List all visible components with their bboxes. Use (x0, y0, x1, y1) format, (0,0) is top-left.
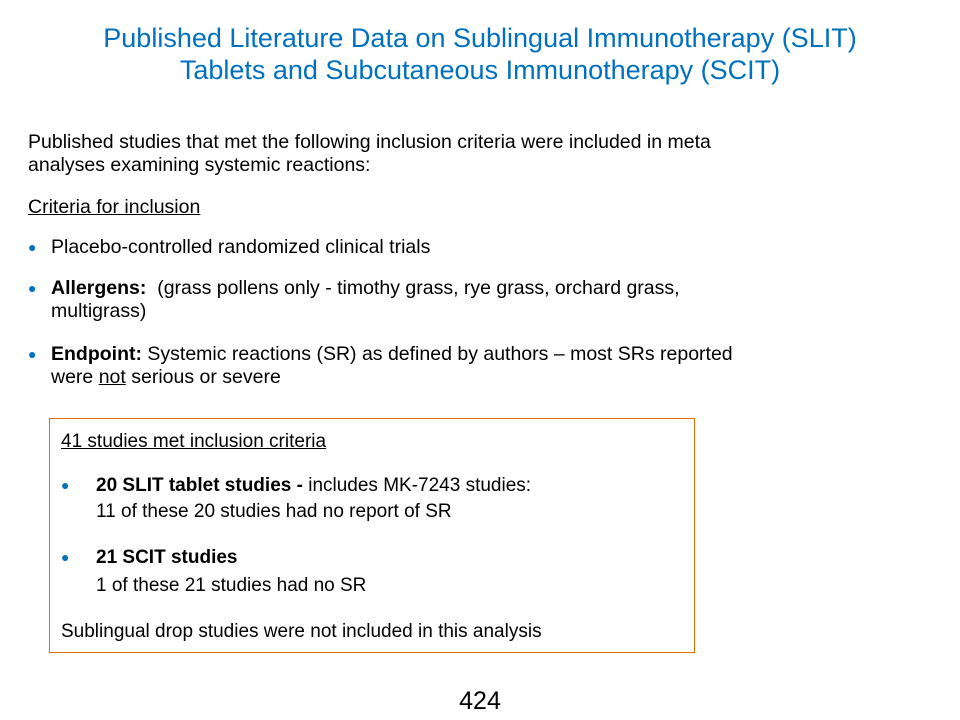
slide-title-line-1: Published Literature Data on Sublingual … (103, 23, 857, 53)
bullet-line-2: multigrass) (51, 300, 147, 322)
box-item-text: 20 SLIT tablet studies - includes MK-724… (96, 474, 686, 523)
bullet-line-1: Systemic reactions (SR) as defined by au… (147, 343, 733, 365)
bullet-bold-label: Allergens: (51, 277, 147, 299)
bullet-bold-label: Endpoint: (51, 343, 142, 365)
bullet-icon: ● (28, 280, 37, 296)
criteria-heading: Criteria for inclusion (28, 196, 928, 219)
bullet-icon: ● (28, 346, 37, 362)
box-heading: 41 studies met inclusion criteria (61, 430, 326, 453)
box-footer: Sublingual drop studies were not include… (61, 621, 542, 642)
box-item-rest: includes MK-7243 studies: (308, 475, 532, 496)
intro-paragraph: Published studies that met the following… (28, 131, 928, 177)
slide-title: Published Literature Data on Sublingual … (0, 22, 960, 86)
page-number: 424 (459, 687, 501, 715)
criteria-heading-text: Criteria for inclusion (28, 196, 201, 218)
box-item-text: 21 SCIT studies 1 of these 21 studies ha… (96, 546, 686, 597)
bullet-line-2-pre: were (51, 366, 94, 388)
studies-summary-box: 41 studies met inclusion criteria ● 20 S… (49, 418, 695, 653)
bullet-text: Allergens: (grass pollens only - timothy… (51, 277, 911, 323)
bullet-text: Placebo-controlled randomized clinical t… (51, 236, 431, 258)
bullet-line-2-post: serious or severe (131, 366, 281, 388)
box-item-line-2: 1 of these 21 studies had no SR (96, 575, 367, 596)
intro-line-2: analyses examining systemic reactions: (28, 154, 371, 176)
box-heading-text: 41 studies met inclusion criteria (61, 431, 327, 452)
bullet-icon: ● (61, 477, 70, 493)
bullet-line-1: (grass pollens only - timothy grass, rye… (157, 277, 680, 299)
bullet-text: Endpoint: Systemic reactions (SR) as def… (51, 343, 911, 389)
bullet-underlined-word: not (98, 366, 126, 388)
bullet-icon: ● (61, 549, 70, 565)
box-item-line-2: 11 of these 20 studies had no report of … (96, 501, 452, 522)
slide-title-line-2: Tablets and Subcutaneous Immunotherapy (… (179, 55, 781, 85)
box-item-bold: 21 SCIT studies (96, 547, 238, 568)
box-item-bold: 20 SLIT tablet studies - (96, 475, 303, 496)
bullet-icon: ● (28, 239, 37, 255)
intro-line-1: Published studies that met the following… (28, 131, 711, 153)
